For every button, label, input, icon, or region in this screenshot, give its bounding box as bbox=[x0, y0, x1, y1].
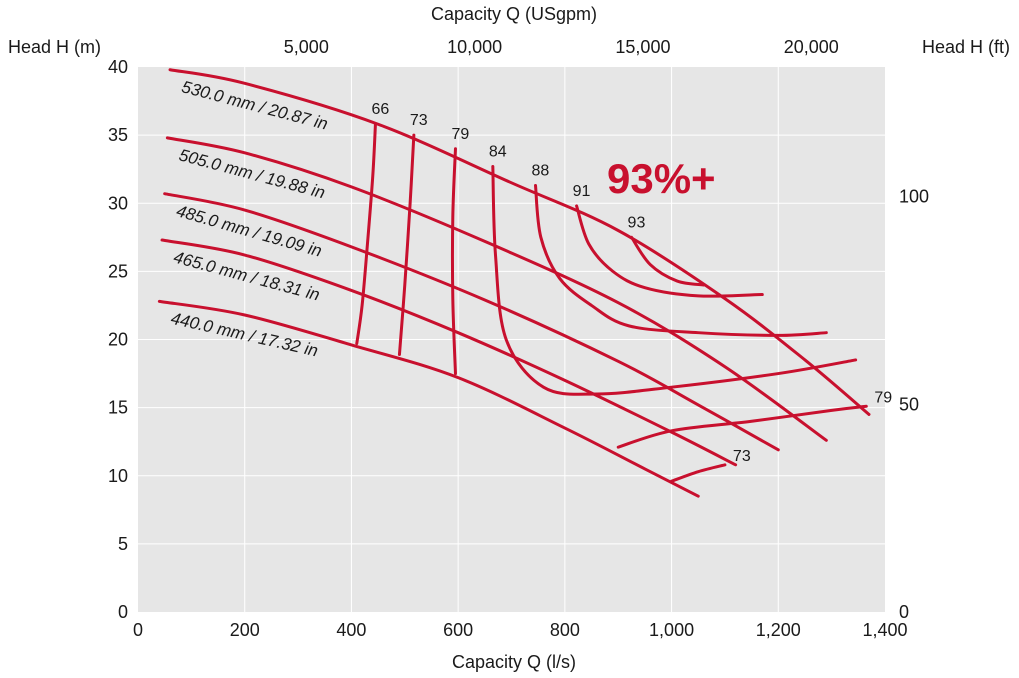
x-tick-label: 200 bbox=[230, 620, 260, 640]
x-tick-label: 0 bbox=[133, 620, 143, 640]
y2-tick-label: 0 bbox=[899, 602, 909, 622]
y-tick-label: 25 bbox=[108, 261, 128, 281]
x-tick-label: 600 bbox=[443, 620, 473, 640]
tick-labels: 0 200 400 600 800 1,000 1,200 1,400051015202530… bbox=[108, 37, 929, 640]
curve-layer bbox=[157, 68, 871, 498]
x2-tick-label: 10,000 bbox=[447, 37, 502, 57]
efficiency-curve bbox=[670, 463, 727, 483]
x-tick-label: 1,400 bbox=[862, 620, 907, 640]
x-tick-label: 400 bbox=[336, 620, 366, 640]
x2-tick-label: 20,000 bbox=[784, 37, 839, 57]
y-tick-label: 35 bbox=[108, 125, 128, 145]
impeller-curve bbox=[168, 68, 871, 416]
y-tick-label: 15 bbox=[108, 398, 128, 418]
y-tick-label: 40 bbox=[108, 57, 128, 77]
efficiency-label: 73 bbox=[733, 448, 751, 465]
y-tick-label: 30 bbox=[108, 193, 128, 213]
efficiency-curve bbox=[534, 184, 828, 337]
efficiency-curve bbox=[491, 164, 858, 396]
x-tick-label: 1,000 bbox=[649, 620, 694, 640]
efficiency-label: 88 bbox=[532, 163, 550, 180]
efficiency-curve bbox=[616, 404, 868, 449]
y2-axis-title: Head H (ft) bbox=[922, 37, 1010, 57]
efficiency-highlight-label: 93%+ bbox=[607, 155, 716, 202]
y-tick-label: 10 bbox=[108, 466, 128, 486]
x2-tick-label: 5,000 bbox=[284, 37, 329, 57]
impeller-curve bbox=[157, 299, 700, 498]
x-tick-label: 1,200 bbox=[756, 620, 801, 640]
y-tick-label: 0 bbox=[118, 602, 128, 622]
x-tick-label: 800 bbox=[550, 620, 580, 640]
y-axis-title: Head H (m) bbox=[8, 37, 101, 57]
efficiency-label: 93 bbox=[628, 214, 646, 231]
impeller-curve bbox=[163, 192, 780, 452]
efficiency-label: 91 bbox=[573, 183, 591, 200]
y-tick-label: 20 bbox=[108, 330, 128, 350]
efficiency-curve bbox=[575, 204, 764, 298]
efficiency-curve bbox=[450, 147, 457, 376]
y2-tick-label: 100 bbox=[899, 187, 929, 207]
efficiency-label: 84 bbox=[489, 143, 507, 160]
efficiency-curve bbox=[630, 235, 706, 287]
x2-axis-title: Capacity Q (USgpm) bbox=[431, 4, 597, 24]
efficiency-label: 79 bbox=[451, 126, 469, 143]
efficiency-curve bbox=[397, 133, 416, 356]
x2-tick-label: 15,000 bbox=[615, 37, 670, 57]
efficiency-label: 66 bbox=[371, 101, 389, 118]
efficiency-label: 73 bbox=[410, 112, 428, 129]
efficiency-label: 79 bbox=[874, 389, 892, 406]
y-tick-label: 5 bbox=[118, 534, 128, 554]
x-axis-title: Capacity Q (l/s) bbox=[452, 652, 576, 672]
y2-tick-label: 50 bbox=[899, 394, 919, 414]
efficiency-curve bbox=[355, 122, 377, 346]
